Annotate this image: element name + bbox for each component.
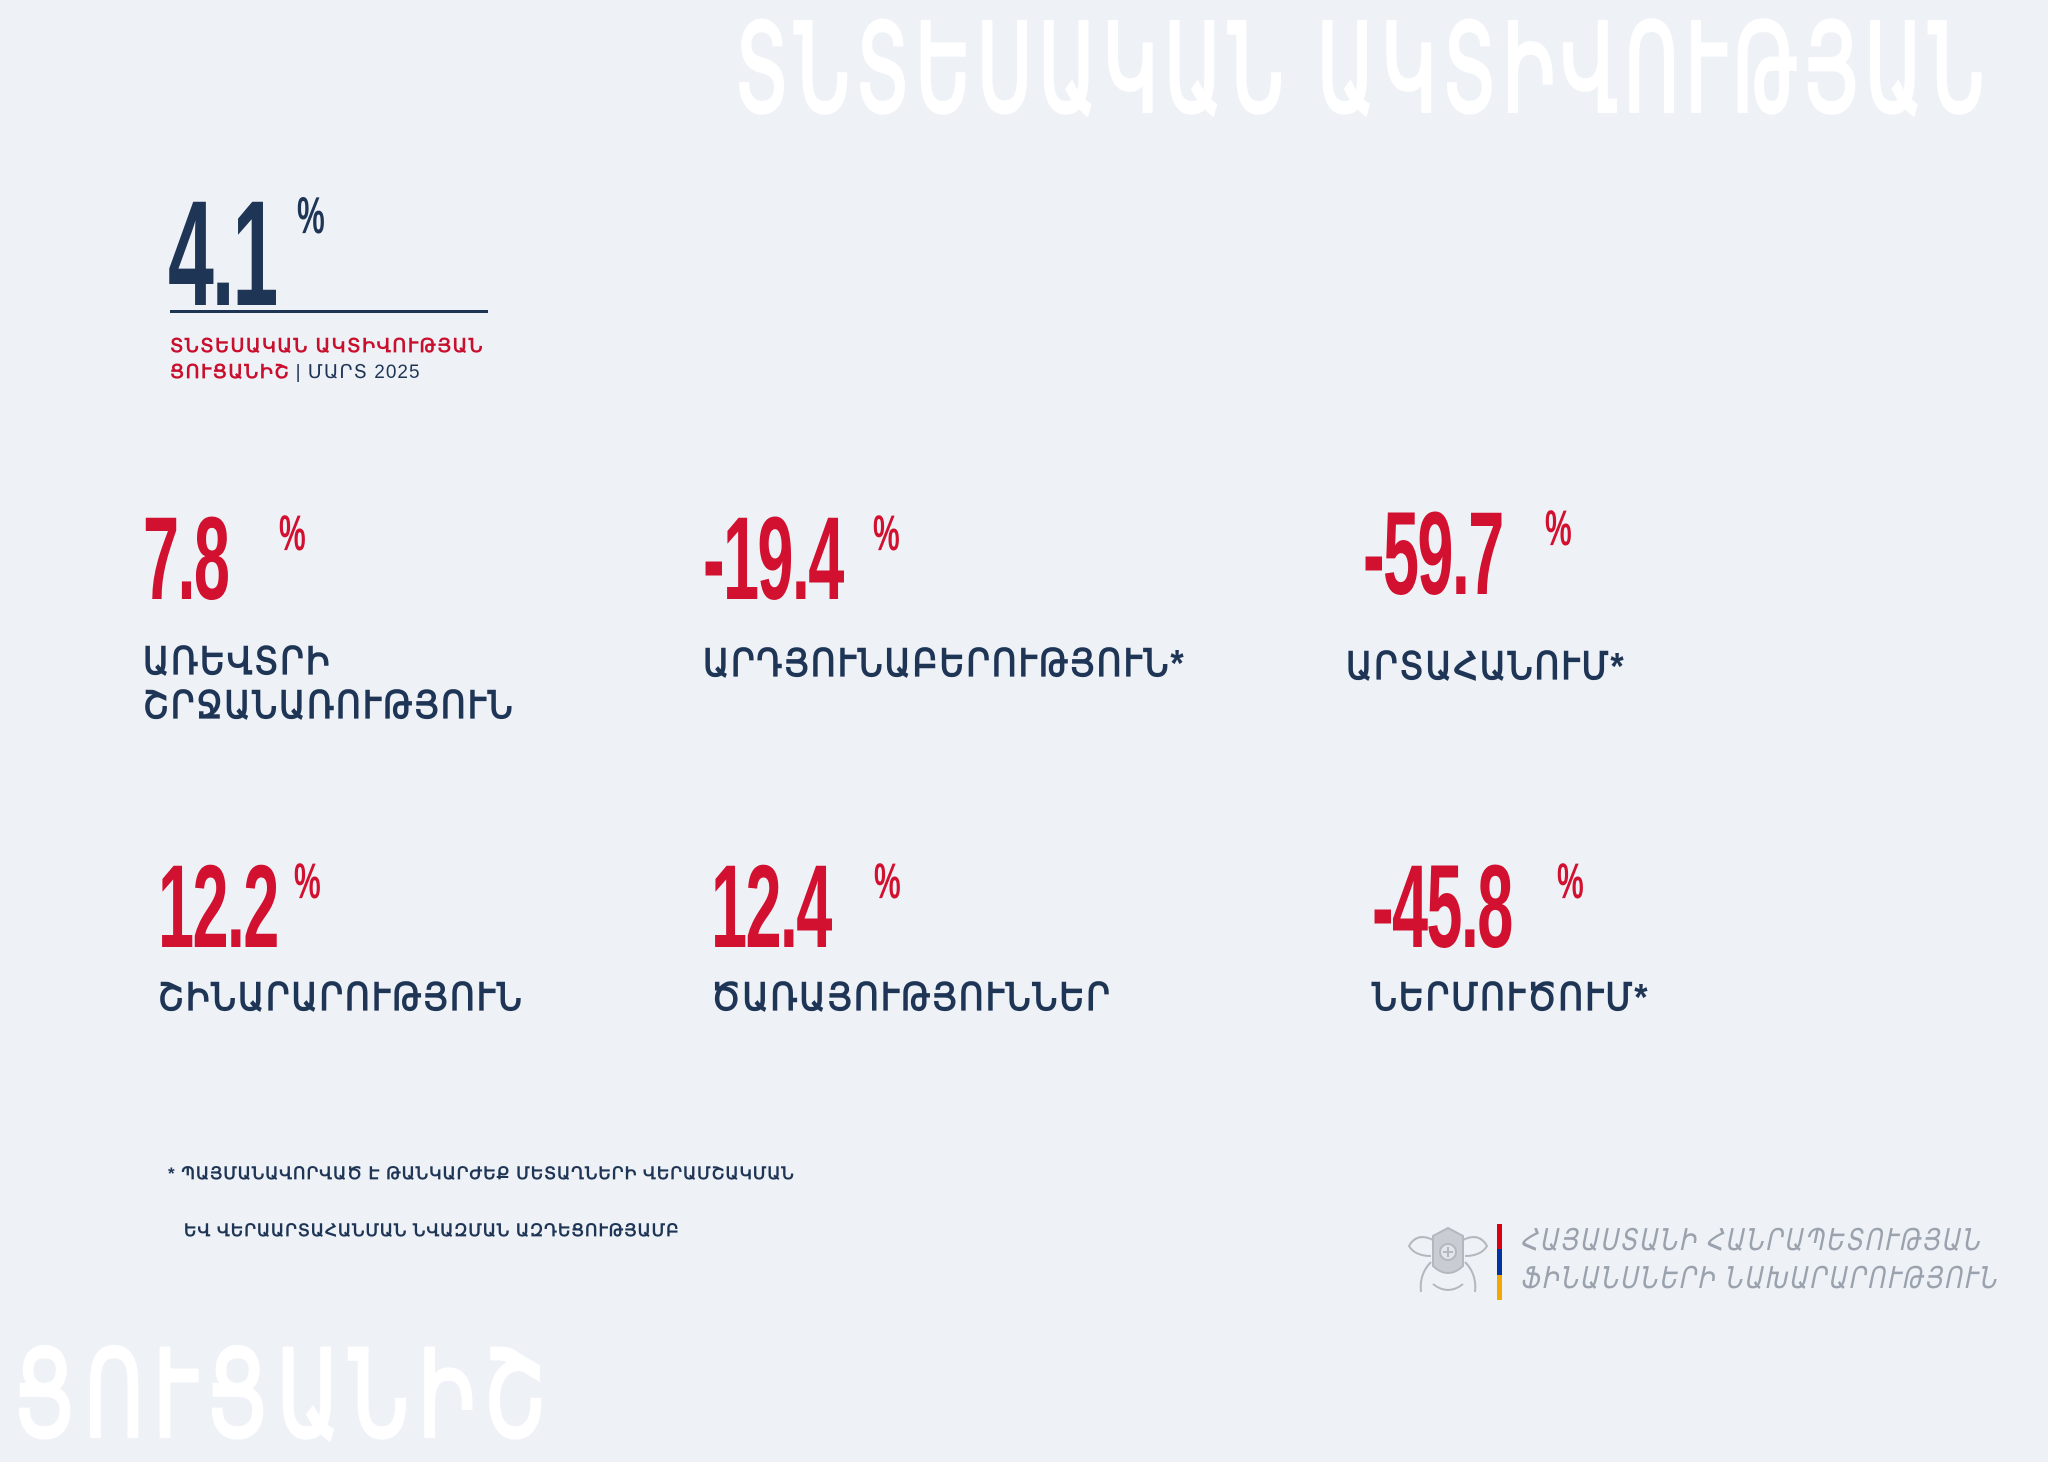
- stat-value: 7.8: [143, 493, 230, 625]
- headline-value: 4.1: [168, 178, 365, 328]
- stat-imports: -45.8 % ՆԵՐՄՈՒԾՈՒՄ*: [1372, 841, 1648, 1019]
- stat-construction: 12.2 % ՇԻՆԱՐԱՐՈՒԹՅՈՒՆ: [158, 841, 522, 1019]
- stat-label: ՇԻՆԱՐԱՐՈՒԹՅՈՒՆ: [158, 977, 524, 1019]
- stat-industry: -19.4 % ԱՐԴՅՈՒՆԱԲԵՐՈՒԹՅՈՒՆ*: [703, 493, 1184, 685]
- caption-period: | ՄԱՐՏ 2025: [295, 362, 421, 383]
- stat-label: ՆԵՐՄՈՒԾՈՒՄ*: [1372, 977, 1650, 1019]
- stat-exports: -59.7 % ԱՐՏԱՀԱՆՈՒՄ*: [1346, 488, 1624, 688]
- stat-label: ԾԱՌԱՅՈՒԹՅՈՒՆՆԵՐ: [711, 977, 1112, 1019]
- stat-value: -59.7: [1363, 488, 1504, 620]
- stat-value: -45.8: [1372, 841, 1513, 973]
- stat-value: 12.4: [711, 841, 832, 973]
- stat-percent-sign: %: [1557, 853, 1584, 909]
- footnote-line-2: ԵՎ ՎԵՐԱԱՐՏԱՀԱՆՄԱՆ ՆՎԱԶՄԱՆ ԱԶԴԵՑՈՒԹՅԱՄԲ: [184, 1221, 680, 1240]
- headline-divider: [170, 310, 488, 313]
- footnote: * ՊԱՅՄԱՆԱՎՈՐՎԱԾ Է ԹԱՆԿԱՐԺԵՔ ՄԵՏԱՂՆԵՐԻ ՎԵ…: [168, 1126, 795, 1259]
- headline-percent-sign: %: [297, 187, 325, 245]
- watermark-subtitle: ՑՈՒՑԱՆԻՇ: [14, 1328, 556, 1462]
- stat-label: ԱՐՏԱՀԱՆՈՒՄ*: [1346, 646, 1626, 688]
- armenian-flag-stripe: [1497, 1224, 1502, 1300]
- stat-label: ԱՌԵՎՏՐԻ ՇՐՋԱՆԱՌՈՒԹՅՈՒՆ: [143, 641, 515, 727]
- stat-percent-sign: %: [279, 505, 306, 561]
- ministry-line-1: ՀԱՅԱՍՏԱՆԻ ՀԱՆՐԱՊԵՏՈՒԹՅԱՆ: [1520, 1224, 1981, 1257]
- watermark-title: ՏՆՏԵՍԱԿԱՆ ԱԿՏԻՎՈՒԹՅԱՆ: [735, 1, 1991, 137]
- headline-caption: ՏՆՏԵՍԱԿԱՆ ԱԿՏԻՎՈՒԹՅԱՆ ՑՈՒՑԱՆԻՇ | ՄԱՐՏ 20…: [170, 334, 484, 386]
- ministry-line-2: ՖԻՆԱՆՍՆԵՐԻ ՆԱԽԱՐԱՐՈՒԹՅՈՒՆ: [1520, 1262, 1998, 1295]
- stat-value: -19.4: [703, 493, 844, 625]
- footnote-line-1: * ՊԱՅՄԱՆԱՎՈՐՎԱԾ Է ԹԱՆԿԱՐԺԵՔ ՄԵՏԱՂՆԵՐԻ ՎԵ…: [168, 1164, 795, 1183]
- stat-percent-sign: %: [874, 853, 901, 909]
- caption-line-2: ՑՈՒՑԱՆԻՇ: [170, 362, 291, 383]
- stat-percent-sign: %: [1545, 500, 1572, 556]
- stat-percent-sign: %: [873, 505, 900, 561]
- caption-line-1: ՏՆՏԵՍԱԿԱՆ ԱԿՏԻՎՈՒԹՅԱՆ: [170, 336, 485, 357]
- stat-retail-trade: 7.8 % ԱՌԵՎՏՐԻ ՇՐՋԱՆԱՌՈՒԹՅՈՒՆ: [143, 493, 513, 727]
- stat-value: 12.2: [158, 841, 279, 973]
- headline-number: 4.1: [168, 169, 278, 337]
- stat-percent-sign: %: [294, 853, 321, 909]
- stat-label: ԱՐԴՅՈՒՆԱԲԵՐՈՒԹՅՈՒՆ*: [703, 643, 1186, 685]
- ministry-name: ՀԱՅԱՍՏԱՆԻ ՀԱՆՐԱՊԵՏՈՒԹՅԱՆ ՖԻՆԱՆՍՆԵՐԻ ՆԱԽԱ…: [1520, 1222, 1998, 1298]
- coat-of-arms-icon: [1403, 1222, 1493, 1302]
- stat-services: 12.4 % ԾԱՌԱՅՈՒԹՅՈՒՆՆԵՐ: [711, 841, 1110, 1019]
